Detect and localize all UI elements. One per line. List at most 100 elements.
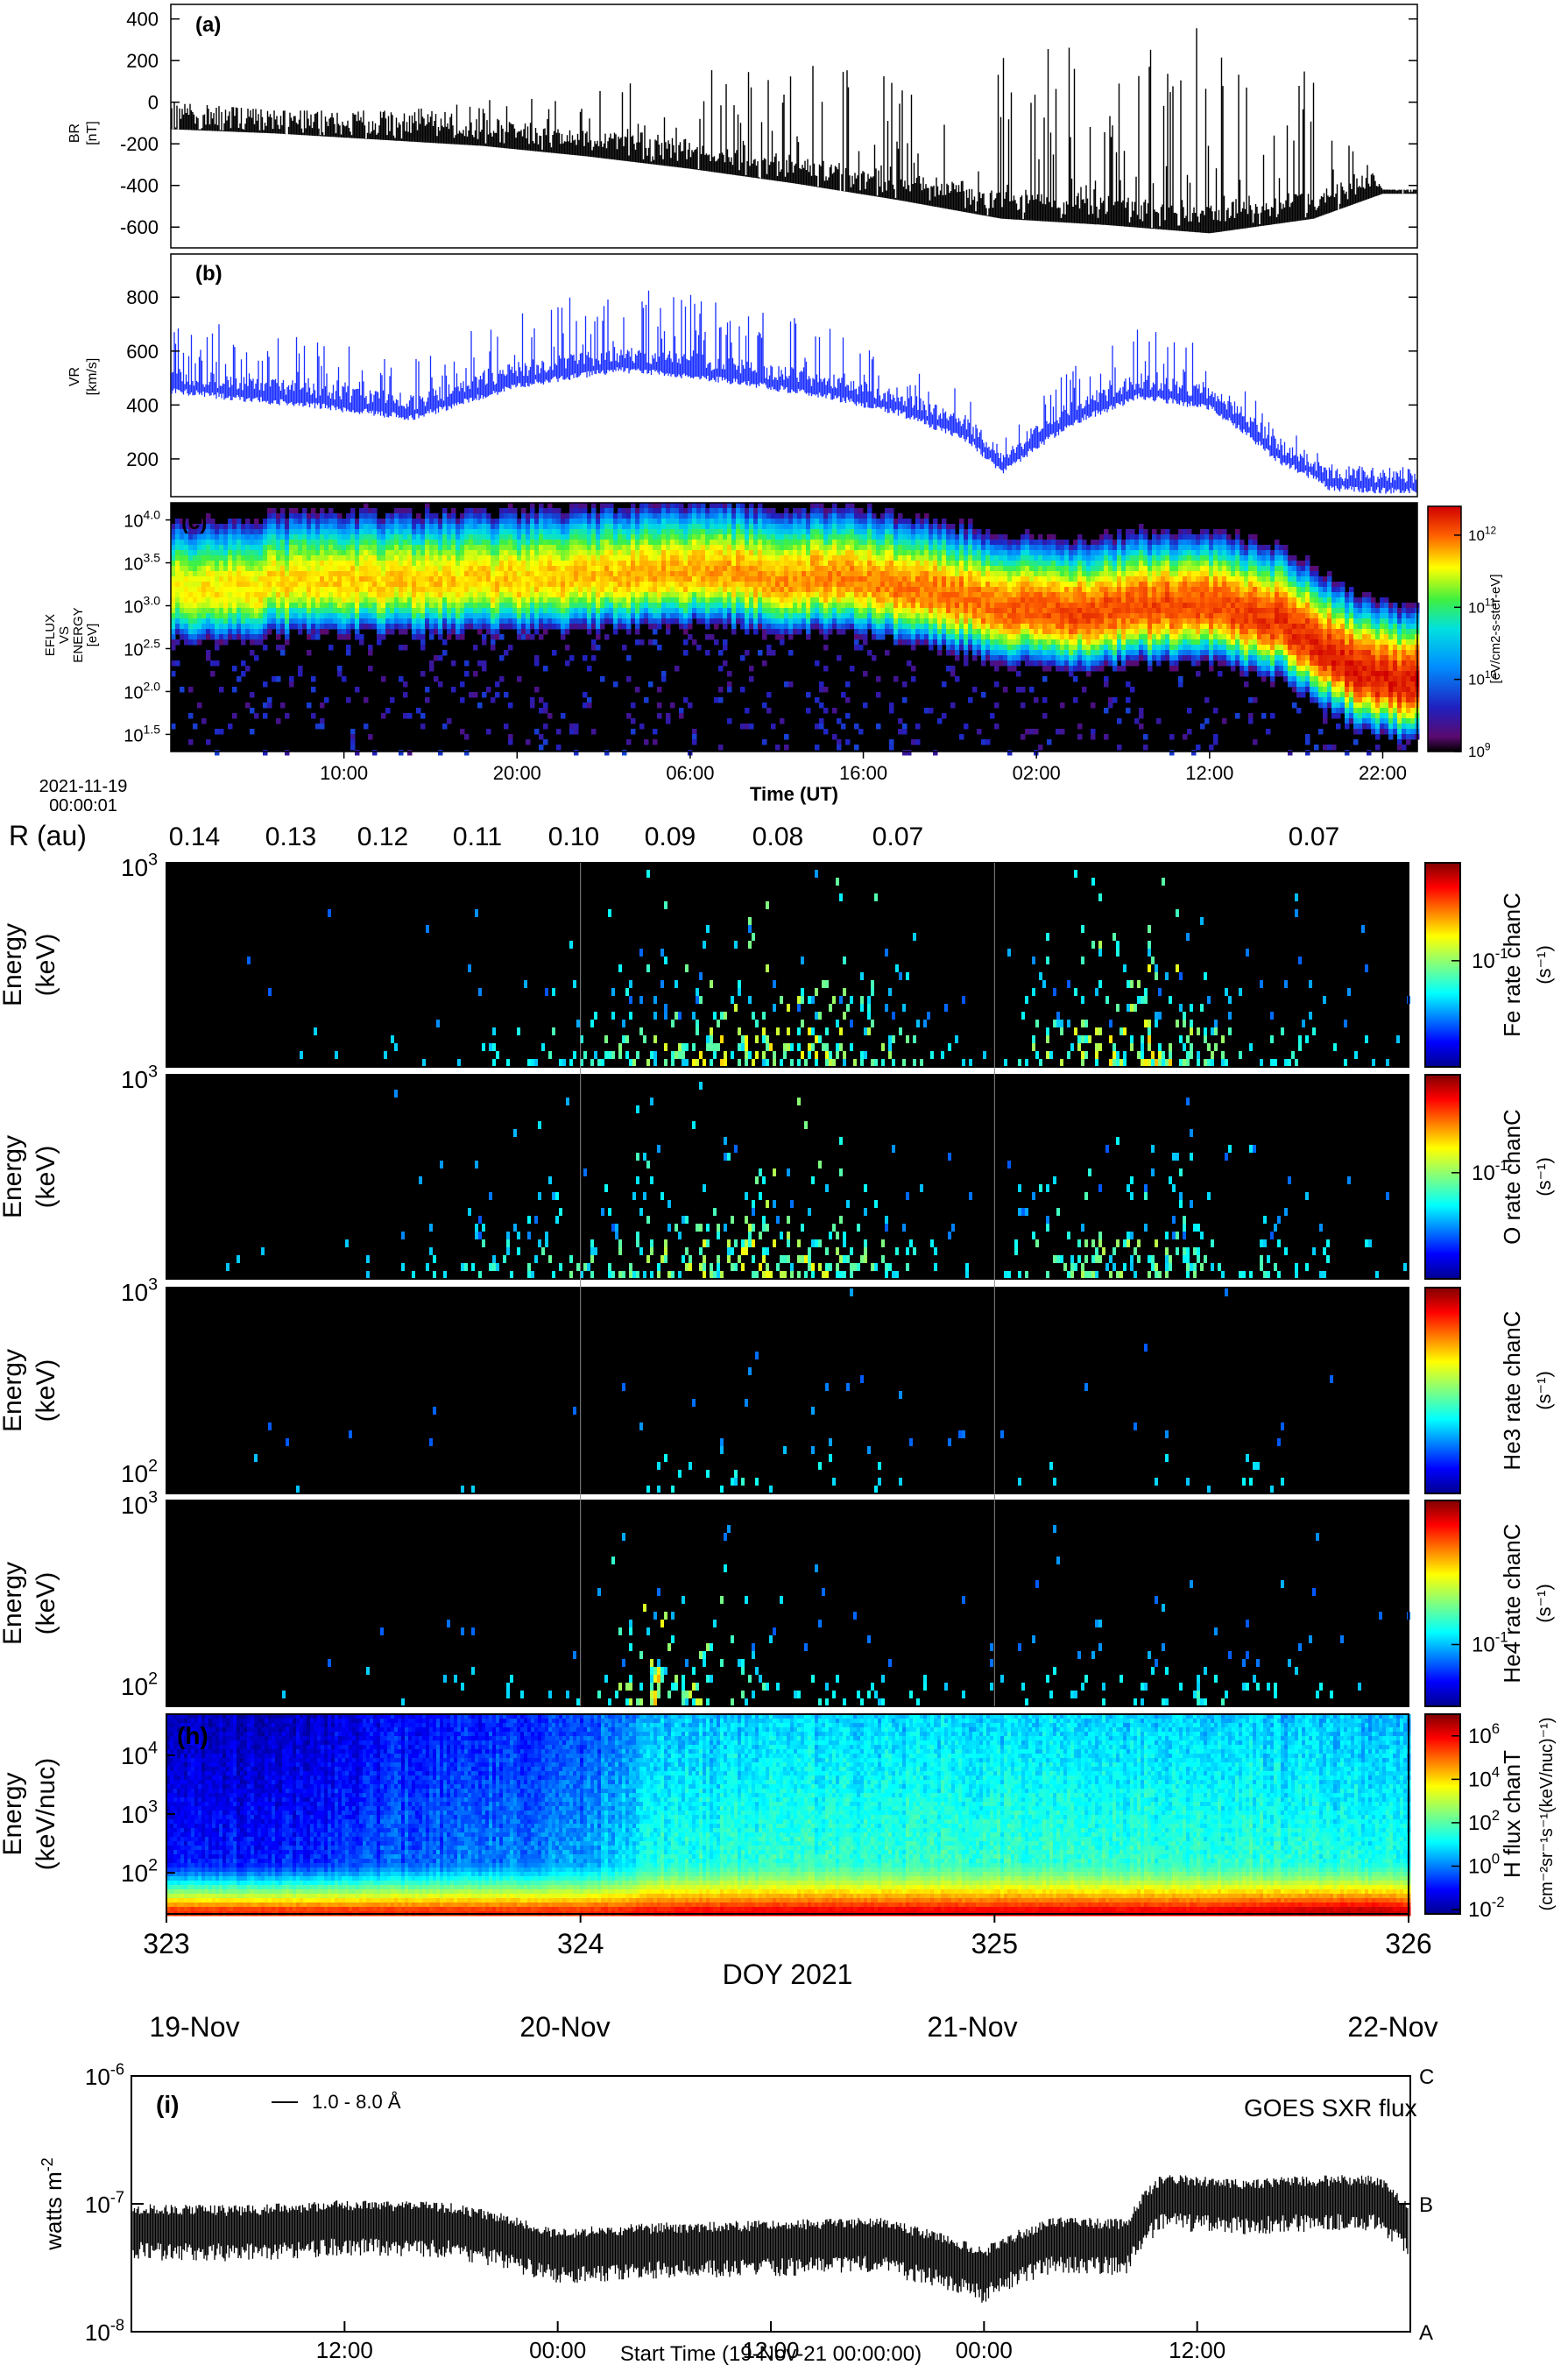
panel-c-cell: [254, 613, 259, 619]
panel-c-cell: [504, 724, 509, 730]
panel-c-cell: [504, 545, 509, 551]
panel-c-cell: [736, 508, 741, 514]
panel-c-cell: [491, 524, 496, 530]
panel-c-cell: [254, 603, 259, 609]
panel-c-cell: [666, 529, 671, 535]
panel-c-cell: [429, 571, 434, 577]
panel-c-cell: [473, 603, 478, 609]
panel-c-cell: [635, 613, 640, 619]
panel-c-cell: [771, 561, 776, 567]
panel-c-cell: [561, 613, 566, 619]
panel-c-cell: [434, 519, 439, 525]
panel-c-cell: [688, 555, 693, 561]
panel-c-cell: [810, 519, 816, 525]
panel-c-cell: [495, 618, 500, 625]
panel-c-cell: [184, 555, 189, 561]
panel-c-cell: [460, 534, 465, 540]
panel-c-cell: [600, 508, 605, 514]
panel-c-cell: [802, 524, 807, 530]
panel-c-cell: [745, 618, 750, 625]
panel-c-cell: [447, 597, 452, 604]
panel-c-cell: [307, 613, 312, 619]
panel-c-cell: [456, 545, 461, 551]
panel-c-cell: [451, 519, 456, 525]
panel-c-cell: [337, 624, 343, 630]
panel-c-cell: [438, 582, 443, 588]
panel-c-cell: [561, 592, 566, 598]
panel-c-cell: [298, 555, 303, 561]
panel-c-cell: [710, 540, 715, 546]
panel-c-cell: [705, 529, 710, 535]
panel-c-cell: [600, 603, 605, 609]
panel-c-cell: [285, 540, 290, 546]
panel-c-cell: [740, 503, 745, 509]
panel-c-cell: [534, 613, 540, 619]
panel-c-cell: [473, 671, 478, 677]
panel-c-cell: [766, 561, 772, 567]
panel-c-cell: [171, 608, 176, 614]
panel-c-cell: [679, 550, 684, 556]
panel-c-cell: [591, 555, 597, 561]
panel-c-cell: [381, 545, 386, 551]
panel-c-cell: [578, 624, 583, 630]
panel-c-cell: [364, 571, 369, 577]
panel-c-cell: [683, 508, 689, 514]
panel-c-cell: [600, 576, 605, 582]
panel-c-cell: [504, 597, 509, 604]
panel-c-cell: [499, 550, 505, 556]
panel-c-cell: [438, 561, 443, 567]
panel-c-cell: [499, 634, 505, 640]
panel-c-cell: [714, 603, 719, 609]
panel-c-cell: [613, 524, 618, 530]
panel-c-cell: [245, 582, 251, 588]
panel-c-cell: [420, 645, 426, 651]
panel-c-cell: [806, 571, 811, 577]
panel-c-cell: [276, 576, 281, 582]
panel-c-cell: [381, 529, 386, 535]
panel-c-cell: [600, 534, 605, 540]
panel-c-cell: [350, 739, 356, 745]
panel-c-cell: [438, 655, 443, 661]
panel-c-cell: [215, 582, 220, 588]
panel-c-cell: [587, 608, 592, 614]
panel-c-cell: [372, 550, 378, 556]
panel-c-cell: [201, 582, 207, 588]
panel-c-cell: [237, 545, 242, 551]
panel-c-cell: [683, 529, 689, 535]
panel-c-cell: [346, 550, 351, 556]
panel-c-cell: [447, 576, 452, 582]
panel-c-cell: [613, 561, 618, 567]
panel-c-cell: [661, 524, 667, 530]
panel-c-cell: [819, 524, 824, 530]
panel-c-cell: [780, 519, 785, 525]
panel-c-cell: [201, 534, 207, 540]
panel-c-cell: [771, 576, 776, 582]
panel-c-cell: [399, 534, 404, 540]
panel-c-cell: [438, 534, 443, 540]
panel-c-cell: [425, 587, 430, 593]
panel-c-cell: [604, 561, 610, 567]
panel-c-cell: [254, 566, 259, 572]
panel-c-cell: [381, 603, 386, 609]
panel-c-cell: [815, 697, 820, 703]
panel-c-cell: [701, 524, 706, 530]
panel-c-cell: [784, 571, 789, 577]
panel-c-cell: [521, 555, 526, 561]
panel-c-cell: [626, 629, 632, 635]
panel-c-cell: [723, 519, 728, 525]
panel-c-cell: [276, 555, 281, 561]
panel-c-cell: [377, 576, 382, 582]
panel-c-cell: [420, 618, 426, 625]
panel-c-cell: [745, 571, 750, 577]
panel-c-cell: [320, 561, 325, 567]
panel-c-cell: [740, 571, 745, 577]
panel-c-cell: [565, 519, 570, 525]
panel-c-cell: [714, 555, 719, 561]
panel-c-cell: [434, 603, 439, 609]
panel-c-cell: [648, 513, 653, 519]
panel-c-cell: [241, 603, 246, 609]
panel-c-cell: [604, 750, 610, 756]
panel-c-cell: [543, 566, 548, 572]
panel-c-cell: [399, 508, 404, 514]
panel-c-cell: [403, 561, 408, 567]
